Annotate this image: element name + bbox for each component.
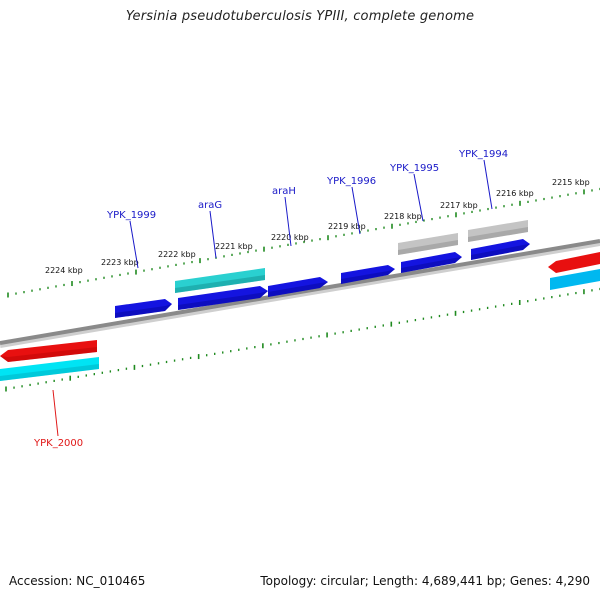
kbp-tick-label: 2215 kbp: [552, 178, 590, 187]
accession-text: Accession: NC_010465: [9, 574, 146, 588]
feature-ypk1994-gray[interactable]: [468, 220, 528, 242]
feature-ypk1995-cds[interactable]: [401, 252, 462, 273]
kbp-tick-label: 2218 kbp: [384, 212, 422, 221]
feature-ypk1999-cds[interactable]: [115, 299, 172, 318]
gene-label[interactable]: araH: [272, 186, 296, 197]
kbp-tick-label: 2221 kbp: [215, 242, 253, 251]
gene-labels: YPK_1999 araG araH YPK_1996 YPK_1995 YPK_1994…: [33, 149, 508, 449]
genome-backbone: [0, 239, 600, 345]
feature-arag-teal[interactable]: [175, 268, 265, 293]
genome-title: Yersinia pseudotuberculosis YPIII, compl…: [125, 9, 475, 24]
gene-label[interactable]: YPK_1996: [326, 176, 376, 187]
scale-ticks-bottom: [5, 287, 600, 392]
kbp-tick-label: 2222 kbp: [158, 250, 196, 259]
feature-ypk1996-cds[interactable]: [341, 265, 395, 284]
genome-summary-text: Topology: circular; Length: 4,689,441 bp…: [260, 574, 590, 588]
feature-ypk1994-cds[interactable]: [471, 239, 530, 260]
feature-arah-cds[interactable]: [268, 277, 328, 297]
gene-label-leader: [284, 196, 292, 247]
gene-label[interactable]: araG: [198, 200, 222, 211]
gene-label[interactable]: YPK_1995: [389, 163, 439, 174]
gene-label-leader: [129, 220, 139, 269]
feature-right-red[interactable]: [548, 252, 600, 273]
kbp-tick-label: 2219 kbp: [328, 222, 366, 231]
kbp-tick-label: 2216 kbp: [496, 189, 534, 198]
feature-arag-cds[interactable]: [178, 286, 268, 310]
gene-label[interactable]: YPK_1994: [458, 149, 508, 160]
gene-label-leader: [413, 173, 424, 222]
feature-ypk2000-red[interactable]: [0, 340, 97, 362]
gene-label-leader: [483, 159, 493, 210]
feature-ypk1995-gray[interactable]: [398, 233, 458, 255]
feature-ypk2000-cyan[interactable]: [0, 357, 99, 381]
gene-label-leader: [209, 210, 217, 259]
gene-label-leader: [52, 389, 59, 437]
scale-ticks-top: [7, 187, 600, 298]
gene-label[interactable]: YPK_2000: [33, 438, 83, 449]
gene-label-leader: [351, 186, 361, 235]
kbp-tick-label: 2217 kbp: [440, 201, 478, 210]
kbp-tick-label: 2224 kbp: [45, 266, 83, 275]
kbp-tick-label: 2223 kbp: [101, 258, 139, 267]
feature-right-cyan[interactable]: [550, 269, 600, 290]
gene-label[interactable]: YPK_1999: [106, 210, 156, 221]
